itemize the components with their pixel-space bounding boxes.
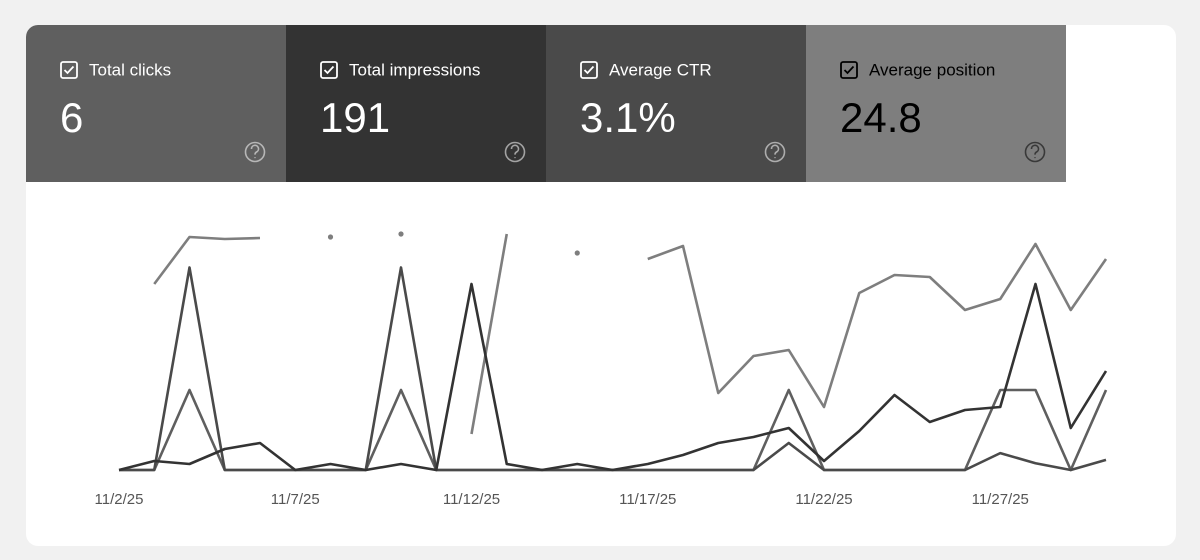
metric-value: 3.1% bbox=[580, 94, 676, 141]
help-icon-glyph bbox=[510, 144, 520, 159]
checkbox bbox=[320, 61, 338, 79]
help-icon bbox=[504, 141, 526, 163]
metric-card[interactable]: Total impressions 191 bbox=[286, 25, 546, 182]
checkbox bbox=[840, 61, 858, 79]
series-line bbox=[470, 233, 509, 435]
card-bg bbox=[546, 25, 806, 182]
data-point bbox=[574, 250, 580, 256]
help-icon-glyph bbox=[250, 144, 260, 159]
x-tick-label: 11/2/25 bbox=[95, 491, 144, 508]
help-icon-glyph bbox=[1030, 144, 1040, 159]
metric-card[interactable]: Average position 24.8 bbox=[806, 25, 1066, 182]
help-icon-glyph bbox=[770, 144, 780, 159]
metric-label: Average CTR bbox=[609, 60, 712, 79]
x-tick-label: 11/7/25 bbox=[271, 491, 320, 508]
series-line bbox=[153, 235, 261, 285]
data-point bbox=[398, 231, 404, 237]
series-line bbox=[118, 282, 1108, 472]
check-mark bbox=[323, 65, 335, 75]
metric-label: Average position bbox=[869, 60, 995, 79]
metric-label: Total clicks bbox=[89, 60, 171, 79]
metric-value: 24.8 bbox=[840, 94, 922, 141]
x-tick-label: 11/12/25 bbox=[443, 491, 500, 508]
card-bg bbox=[286, 25, 546, 182]
series-line bbox=[647, 242, 1108, 409]
metric-value: 191 bbox=[320, 94, 390, 141]
help-icon bbox=[244, 141, 266, 163]
checkbox bbox=[60, 61, 78, 79]
help-icon bbox=[764, 141, 786, 163]
metric-card[interactable]: Total clicks 6 bbox=[26, 25, 286, 182]
x-tick-label: 11/17/25 bbox=[619, 491, 676, 508]
card-bg bbox=[26, 25, 286, 182]
card-bg bbox=[806, 25, 1066, 182]
metric-value: 6 bbox=[60, 94, 83, 141]
data-point bbox=[327, 234, 334, 240]
check-mark bbox=[583, 65, 595, 75]
x-tick-label: 11/27/25 bbox=[972, 491, 1029, 508]
help-icon bbox=[1024, 141, 1046, 163]
metric-card[interactable]: Average CTR 3.1% bbox=[546, 25, 806, 182]
check-mark bbox=[843, 65, 855, 75]
metric-label: Total impressions bbox=[349, 60, 480, 79]
x-tick-label: 11/22/25 bbox=[795, 491, 852, 508]
check-mark bbox=[63, 65, 75, 75]
checkbox bbox=[580, 61, 598, 79]
